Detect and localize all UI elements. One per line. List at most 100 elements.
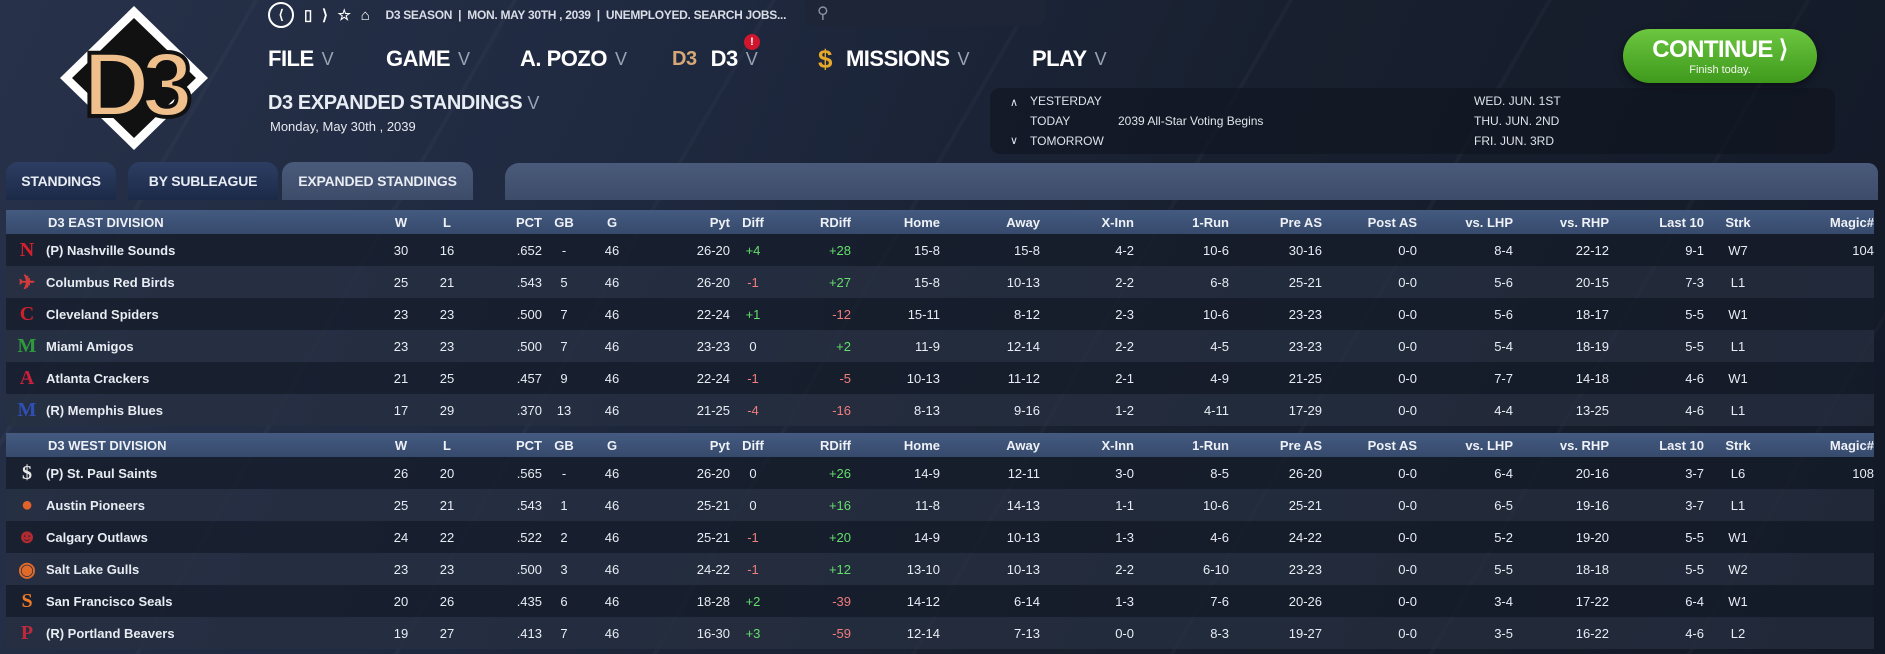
column-header[interactable]: vs. RHP [1559,214,1609,230]
column-header[interactable]: Away [1006,437,1040,453]
column-header[interactable]: Pyt [709,437,730,453]
column-header[interactable]: Post AS [1367,214,1417,230]
column-header[interactable]: W [394,437,408,453]
column-header[interactable]: vs. LHP [1465,437,1513,453]
column-header[interactable]: Post AS [1367,437,1417,453]
team-name[interactable]: San Francisco Seals [46,593,173,609]
column-header[interactable]: Home [903,214,940,230]
tab-expanded-standings[interactable]: EXPANDED STANDINGS [282,162,473,200]
continue-button[interactable]: CONTINUE ⟩ Finish today. [1623,29,1817,83]
column-header[interactable]: Diff [742,214,764,230]
table-row[interactable]: $ (P) St. Paul Saints 26 20 .565 - 46 26-20 0 +26… [6,457,1874,489]
team-name-cell[interactable]: ☻ Calgary Outlaws [6,524,380,550]
column-header[interactable]: 1-Run [1192,437,1229,453]
menu-missions[interactable]: $ MISSIONS V [818,44,970,74]
team-name-cell[interactable]: $ (P) St. Paul Saints [6,460,380,486]
column-header[interactable]: G [606,437,618,453]
menu-file[interactable]: FILE V [268,44,334,74]
team-name-cell[interactable]: N (P) Nashville Sounds [6,237,380,263]
column-header[interactable]: GB [554,437,574,453]
column-header[interactable]: L [443,437,451,453]
column-header[interactable]: Strk [1725,214,1751,230]
team-name[interactable]: Salt Lake Gulls [46,561,140,577]
team-name[interactable]: Calgary Outlaws [46,529,148,545]
column-header[interactable]: X-Inn [1101,437,1135,453]
forward-button[interactable]: ⟩ [321,7,328,24]
column-header[interactable]: vs. RHP [1559,437,1609,453]
column-header[interactable]: Diff [742,437,764,453]
app-logo[interactable]: D3 [58,4,210,152]
team-name-cell[interactable]: ● Austin Pioneers [6,492,380,518]
chevron-up-icon[interactable]: ∧ [1010,97,1019,109]
table-row[interactable]: C Cleveland Spiders 23 23 .500 7 46 22-24 +1 -12 1… [6,298,1874,330]
table-row[interactable]: N (P) Nashville Sounds 30 16 .652 - 46 26-20 +4 +… [6,234,1874,266]
star-icon[interactable]: ☆ [337,7,351,24]
team-name[interactable]: Cleveland Spiders [46,306,159,322]
team-name[interactable]: (R) Portland Beavers [46,625,175,641]
team-name[interactable]: (P) Nashville Sounds [46,242,176,258]
status-text[interactable]: D3 SEASON | MON. MAY 30TH , 2039 | UNEMP… [385,8,787,22]
table-row[interactable]: M Miami Amigos 23 23 .500 7 46 23-23 0 +2 11-9 12-1… [6,330,1874,362]
column-header[interactable]: Pre AS [1279,437,1322,453]
table-row[interactable]: ● Austin Pioneers 25 21 .543 1 46 25-21 0 +16 11-8… [6,489,1874,521]
home-icon[interactable]: ⌂ [360,6,370,24]
team-name-cell[interactable]: ✈ Columbus Red Birds [6,269,380,295]
menu-league[interactable]: D3 D3 V [672,44,758,74]
tomorrow-label[interactable]: TOMORROW [1030,134,1104,148]
team-name-cell[interactable]: A Atlanta Crackers [6,365,380,391]
column-header[interactable]: G [606,214,618,230]
team-name-cell[interactable]: M Miami Amigos [6,333,380,359]
team-name-cell[interactable]: ◉ Salt Lake Gulls [6,556,380,582]
bookmark-icon[interactable]: ▯ [304,7,312,24]
team-name[interactable]: (R) Memphis Blues [46,402,164,418]
column-header[interactable]: vs. LHP [1465,214,1513,230]
column-header[interactable]: 1-Run [1192,214,1229,230]
column-header[interactable]: PCT [516,437,542,453]
table-row[interactable]: ☻ Calgary Outlaws 24 22 .522 2 46 25-21 -1 +20 14-… [6,521,1874,553]
team-name-cell[interactable]: C Cleveland Spiders [6,301,380,327]
team-name[interactable]: Austin Pioneers [46,497,145,513]
tab-standings[interactable]: STANDINGS [6,162,116,200]
today-event[interactable]: 2039 All-Star Voting Begins [1118,114,1264,128]
column-header[interactable]: Away [1006,214,1040,230]
table-row[interactable]: P (R) Portland Beavers 19 27 .413 7 46 16-30 +3 -… [6,617,1874,649]
back-button[interactable]: ⟨ [268,2,294,28]
column-header[interactable]: Pyt [709,214,730,230]
column-header[interactable]: PCT [516,214,542,230]
column-header[interactable]: Strk [1725,437,1751,453]
team-name[interactable]: Atlanta Crackers [46,370,150,386]
team-name[interactable]: Columbus Red Birds [46,274,175,290]
column-header[interactable]: Magic# [1829,214,1874,230]
menu-manager[interactable]: A. POZO V [520,44,627,74]
column-header[interactable]: RDiff [819,437,851,453]
chevron-down-icon[interactable]: ∨ [1010,135,1019,147]
column-header[interactable]: Home [903,437,940,453]
team-name[interactable]: Miami Amigos [46,338,134,354]
table-row[interactable]: S San Francisco Seals 20 26 .435 6 46 18-28 +2 -3… [6,585,1874,617]
column-header[interactable]: L [443,214,451,230]
team-name-cell[interactable]: M (R) Memphis Blues [6,397,380,423]
search-box[interactable]: ⚲ [805,0,1045,26]
team-name-cell[interactable]: P (R) Portland Beavers [6,620,380,646]
tab-by-subleague[interactable]: BY SUBLEAGUE [128,162,278,200]
column-header[interactable]: GB [554,214,574,230]
column-header[interactable]: Magic# [1829,437,1874,453]
team-name-cell[interactable]: S San Francisco Seals [6,588,380,614]
column-header[interactable]: W [394,214,408,230]
column-header[interactable]: RDiff [819,214,851,230]
team-name[interactable]: (P) St. Paul Saints [46,465,158,481]
top-toolbar: ⟨ ▯ ⟩ ☆ ⌂ D3 SEASON | MON. MAY 30TH , 20… [268,2,787,28]
menu-game[interactable]: GAME V [386,44,470,74]
table-row[interactable]: M (R) Memphis Blues 17 29 .370 13 46 21-25 -4 -16… [6,394,1874,426]
table-row[interactable]: ✈ Columbus Red Birds 25 21 .543 5 46 26-20 -1 +27… [6,266,1874,298]
menu-play[interactable]: PLAY V [1032,44,1107,74]
column-header[interactable]: Last 10 [1659,214,1704,230]
column-header[interactable]: Last 10 [1659,437,1704,453]
page-title[interactable]: D3 EXPANDED STANDINGS V [268,92,539,115]
search-input[interactable] [836,5,1027,21]
table-row[interactable]: ◉ Salt Lake Gulls 23 23 .500 3 46 24-22 -1 +12 13-… [6,553,1874,585]
column-header[interactable]: X-Inn [1101,214,1135,230]
table-row[interactable]: A Atlanta Crackers 21 25 .457 9 46 22-24 -1 -5 10-… [6,362,1874,394]
yesterday-label[interactable]: YESTERDAY [1030,94,1102,108]
column-header[interactable]: Pre AS [1279,214,1322,230]
